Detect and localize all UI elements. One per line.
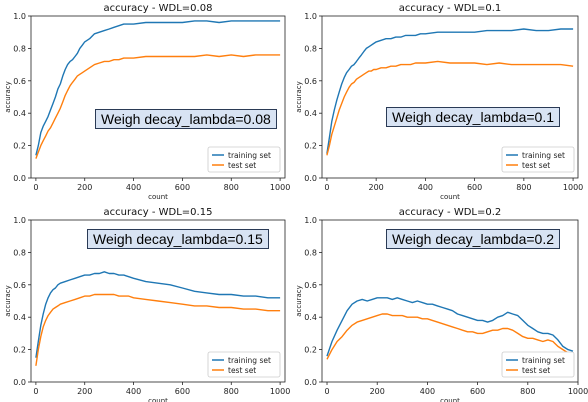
- y-tick-label: 0.0: [13, 378, 26, 387]
- y-tick-label: 0.4: [13, 313, 26, 322]
- chart-2: accuracy - WDL=0.1 0.0 0.2 0.4 0.6 0.8 1.0 0 200…: [295, 3, 583, 201]
- plot-frame: [30, 15, 286, 179]
- chart-title: accuracy - WDL=0.15: [104, 207, 213, 218]
- y-tick-label: 0.8: [304, 248, 317, 257]
- x-tick-label: 1000: [568, 387, 588, 396]
- x-tick-label: 200: [370, 387, 385, 396]
- test-set-line: [35, 293, 281, 366]
- plot-frame: [321, 15, 579, 179]
- chart-title: accuracy - WDL=0.08: [104, 3, 213, 14]
- legend-label: test set: [522, 161, 550, 170]
- x-tick-label: 0: [33, 387, 38, 396]
- y-tick-label: 0.4: [304, 313, 317, 322]
- x-tick-label: 600: [467, 183, 482, 192]
- x-tick-label: 1000: [270, 183, 290, 192]
- y-tick-label: 0.6: [13, 77, 26, 86]
- x-tick-label: 600: [175, 387, 190, 396]
- test-set-line: [326, 60, 574, 156]
- chart-3: accuracy - WDL=0.15 0.0 0.2 0.4 0.6 0.8 1.0 0 20…: [4, 207, 290, 402]
- annotation-box: Weigh decay_lambda=0.1: [386, 107, 561, 127]
- y-tick-label: 0.0: [304, 174, 317, 183]
- x-tick-label: 200: [369, 183, 384, 192]
- y-axis-label: accuracy: [4, 81, 12, 113]
- y-tick-label: 0.2: [304, 346, 317, 355]
- y-tick-label: 0.2: [304, 142, 317, 151]
- y-tick-label: 1.0: [13, 216, 26, 225]
- x-tick-label: 400: [126, 387, 141, 396]
- x-tick-label: 1000: [270, 387, 290, 396]
- y-tick-label: 0.2: [13, 142, 26, 151]
- x-tick-label: 600: [470, 387, 485, 396]
- plot-frame: [30, 219, 286, 383]
- y-tick-label: 0.8: [13, 248, 26, 257]
- training-set-line: [35, 20, 281, 156]
- x-tick-label: 800: [516, 183, 531, 192]
- x-axis-label: count: [148, 397, 168, 402]
- x-tick-label: 0: [324, 183, 329, 192]
- x-tick-label: 400: [418, 183, 433, 192]
- legend-label: training set: [522, 356, 565, 365]
- plot-frame: [321, 219, 579, 383]
- y-tick-label: 0.4: [13, 109, 26, 118]
- y-tick-label: 0.4: [304, 109, 317, 118]
- test-set-line: [326, 313, 574, 360]
- annotation-box: Weigh decay_lambda=0.08: [95, 109, 277, 129]
- x-tick-label: 400: [420, 387, 435, 396]
- x-tick-label: 200: [77, 183, 92, 192]
- y-tick-label: 0.0: [13, 174, 26, 183]
- y-axis-label: accuracy: [295, 285, 303, 317]
- y-tick-label: 1.0: [304, 216, 317, 225]
- x-tick-label: 800: [520, 387, 535, 396]
- x-tick-label: 800: [224, 183, 239, 192]
- x-tick-label: 800: [224, 387, 239, 396]
- legend-box: [207, 351, 281, 378]
- legend-label: training set: [228, 151, 271, 160]
- chart-4: accuracy - WDL=0.2 0.0 0.2 0.4 0.6 0.8 1.0 0 200…: [295, 207, 588, 402]
- y-tick-label: 0.6: [13, 281, 26, 290]
- annotation-box: Weigh decay_lambda=0.2: [386, 229, 561, 249]
- x-tick-label: 400: [126, 183, 141, 192]
- legend-label: training set: [228, 356, 271, 365]
- x-tick-label: 0: [33, 183, 38, 192]
- training-set-line: [326, 28, 574, 154]
- x-tick-label: 200: [77, 387, 92, 396]
- y-tick-label: 0.6: [304, 77, 317, 86]
- y-tick-label: 0.8: [13, 44, 26, 53]
- test-set-line: [35, 54, 281, 159]
- x-axis-label: count: [148, 193, 168, 201]
- chart-1: accuracy - WDL=0.08 0.0 0.2 0.4 0.6 0.8 1.0 0 20…: [4, 3, 290, 201]
- annotation-box: Weigh decay_lambda=0.15: [87, 229, 269, 249]
- x-tick-label: 1000: [563, 183, 583, 192]
- x-axis-label: count: [440, 397, 460, 402]
- legend-label: test set: [228, 161, 256, 170]
- x-axis-label: count: [440, 193, 460, 201]
- legend-label: test set: [522, 366, 550, 375]
- y-tick-label: 0.0: [304, 378, 317, 387]
- training-set-line: [326, 297, 574, 357]
- legend-label: test set: [228, 366, 256, 375]
- y-tick-label: 1.0: [13, 12, 26, 21]
- y-tick-label: 1.0: [304, 12, 317, 21]
- legend-box: [207, 146, 281, 173]
- y-axis-label: accuracy: [4, 285, 12, 317]
- y-axis-label: accuracy: [295, 81, 303, 113]
- training-set-line: [35, 271, 281, 358]
- legend-box: [501, 351, 575, 378]
- x-tick-label: 600: [175, 183, 190, 192]
- x-tick-label: 0: [324, 387, 329, 396]
- y-tick-label: 0.8: [304, 44, 317, 53]
- legend-box: [501, 146, 575, 173]
- y-tick-label: 0.2: [13, 346, 26, 355]
- chart-title: accuracy - WDL=0.2: [399, 207, 502, 218]
- legend-label: training set: [522, 151, 565, 160]
- y-tick-label: 0.6: [304, 281, 317, 290]
- chart-title: accuracy - WDL=0.1: [399, 3, 502, 14]
